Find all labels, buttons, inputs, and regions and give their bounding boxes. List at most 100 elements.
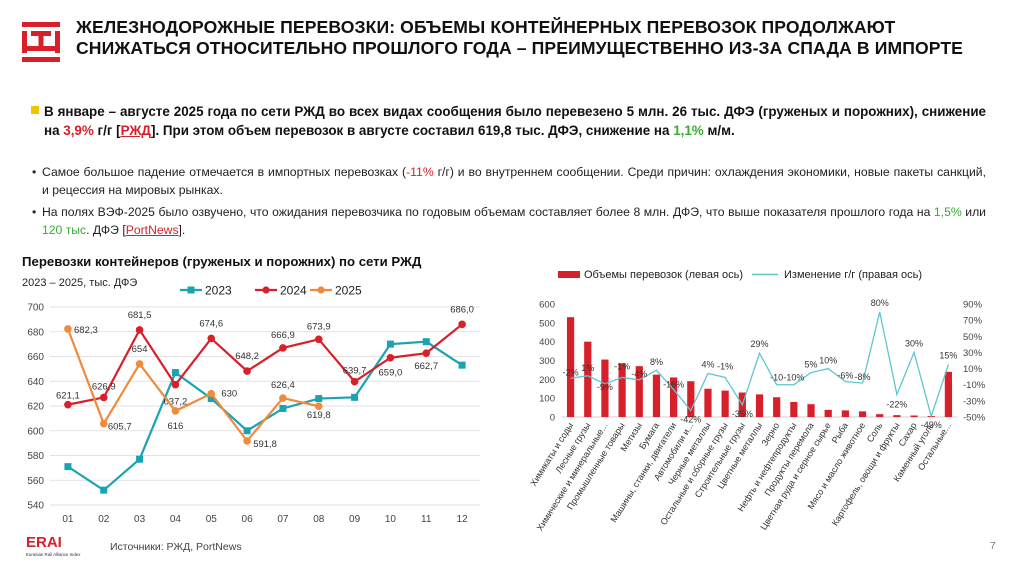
data-point bbox=[279, 344, 287, 352]
data-label: 654 bbox=[132, 344, 148, 355]
change-label: -8% bbox=[855, 372, 871, 382]
yoy-change-line bbox=[570, 311, 950, 419]
portnews-source-link[interactable]: PortNews bbox=[125, 222, 179, 237]
bullet2-text-1: На полях ВЭФ-2025 было озвучено, что ожи… bbox=[42, 205, 934, 219]
x-tick-label: 03 bbox=[134, 514, 146, 525]
y-tick-label: 700 bbox=[27, 303, 44, 314]
change-label: 4% bbox=[701, 359, 714, 369]
legend-label: 2025 bbox=[335, 284, 362, 298]
y-tick-label: 580 bbox=[27, 451, 44, 462]
yellow-bullet-icon bbox=[31, 106, 39, 114]
bar bbox=[601, 359, 609, 417]
data-label: 648,2 bbox=[235, 351, 259, 362]
bar bbox=[773, 397, 781, 417]
data-point bbox=[99, 393, 108, 402]
legend-label: Объемы перевозок (левая ось) bbox=[584, 269, 743, 281]
y-tick-label: 600 bbox=[539, 300, 555, 311]
data-point bbox=[207, 395, 215, 403]
x-tick-label: 12 bbox=[457, 514, 469, 525]
bullet-import-decline: • Самое большое падение отмечается в имп… bbox=[32, 164, 986, 199]
y2-tick-label: 30% bbox=[963, 348, 983, 359]
legend-marker bbox=[262, 286, 270, 294]
data-point bbox=[386, 353, 395, 362]
data-point bbox=[458, 361, 466, 369]
bar bbox=[807, 404, 815, 417]
y-tick-label: 640 bbox=[27, 377, 44, 388]
bullet-dot-icon: • bbox=[32, 205, 37, 219]
x-tick-label: 05 bbox=[206, 514, 218, 525]
change-label: 8% bbox=[650, 357, 663, 367]
y-tick-label: 540 bbox=[27, 501, 44, 512]
bar bbox=[652, 374, 661, 417]
category-label: Химические и минеральные... bbox=[535, 421, 610, 533]
legend-label: 2023 bbox=[205, 284, 232, 298]
change-label: -1% bbox=[614, 361, 630, 371]
bar bbox=[910, 415, 918, 417]
data-point bbox=[64, 400, 72, 409]
change-label: 29% bbox=[750, 339, 768, 349]
change-label: -49% bbox=[921, 420, 942, 430]
data-label: 630 bbox=[221, 389, 237, 400]
bar bbox=[893, 415, 901, 417]
data-label: 673,9 bbox=[307, 321, 331, 332]
data-point bbox=[243, 437, 251, 445]
bullet2-text-4: ]. bbox=[178, 222, 186, 237]
data-point bbox=[243, 427, 251, 435]
sources-note: Источники: РЖД, PortNews bbox=[110, 541, 242, 553]
lead-text-2: г/г [ bbox=[93, 123, 121, 138]
bar bbox=[858, 411, 867, 417]
bullet1-text-2: г/г) и во внутреннем сообщении. Среди пр… bbox=[42, 165, 986, 197]
data-point bbox=[207, 389, 216, 398]
bullet1-highlight: -11% bbox=[406, 165, 434, 179]
page-title: ЖЕЛЕЗНОДОРОЖНЫЕ ПЕРЕВОЗКИ: ОБЪЕМЫ КОНТЕЙ… bbox=[76, 17, 964, 58]
y2-tick-label: 70% bbox=[963, 316, 983, 327]
change-label: -22% bbox=[886, 399, 907, 409]
data-point bbox=[314, 402, 323, 411]
legend-label: Изменение г/г (правая ось) bbox=[784, 269, 922, 281]
x-tick-label: 01 bbox=[62, 514, 74, 525]
change-label: -35% bbox=[732, 409, 753, 419]
y2-tick-label: 10% bbox=[963, 364, 983, 375]
y2-tick-label: -30% bbox=[963, 396, 986, 407]
railway-logo-icon bbox=[22, 22, 60, 62]
bullet1-text-1: Самое большое падение отмечается в импор… bbox=[42, 165, 407, 179]
data-point bbox=[100, 486, 108, 494]
y-tick-label: 500 bbox=[539, 318, 555, 329]
bullet-dot-icon: • bbox=[32, 165, 37, 179]
data-point bbox=[243, 367, 251, 375]
data-point bbox=[279, 404, 287, 412]
rzd-source-link[interactable]: РЖД bbox=[120, 123, 151, 138]
data-point bbox=[136, 455, 144, 463]
line-chart-title: Перевозки контейнеров (груженых и порожн… bbox=[22, 254, 422, 269]
bullet2-highlight-2: 120 тыс bbox=[42, 222, 87, 237]
change-label: -2% bbox=[563, 367, 579, 377]
y-tick-label: 300 bbox=[539, 356, 555, 367]
lead-highlight-1: 3,9% bbox=[63, 123, 94, 138]
x-tick-label: 08 bbox=[313, 514, 325, 525]
legend-bar-swatch bbox=[558, 271, 580, 278]
change-label: 1% bbox=[581, 363, 594, 373]
lead-paragraph: В январе – августе 2025 года по сети РЖД… bbox=[31, 102, 986, 140]
x-tick-label: 10 bbox=[385, 514, 397, 525]
y-tick-label: 0 bbox=[550, 413, 555, 424]
data-point bbox=[315, 395, 323, 403]
y-tick-label: 100 bbox=[539, 394, 555, 405]
x-tick-label: 06 bbox=[242, 514, 254, 525]
data-point bbox=[135, 360, 144, 368]
lead-text-4: м/м. bbox=[703, 123, 735, 138]
bar bbox=[618, 363, 626, 417]
data-point bbox=[207, 334, 216, 343]
data-label: 591,8 bbox=[253, 439, 277, 450]
change-label: -10% bbox=[783, 373, 804, 383]
data-label: 616 bbox=[167, 421, 183, 432]
lead-text-3: ]. При этом объем перевозок в августе со… bbox=[150, 123, 674, 138]
data-label: 626,4 bbox=[271, 380, 295, 391]
data-label: 621,1 bbox=[56, 391, 80, 402]
data-point bbox=[64, 325, 72, 333]
change-label: -16% bbox=[663, 380, 684, 390]
data-point bbox=[171, 380, 180, 389]
y2-tick-label: 50% bbox=[963, 332, 983, 343]
bar bbox=[841, 410, 849, 417]
x-tick-label: 11 bbox=[421, 514, 432, 525]
data-point bbox=[135, 326, 144, 334]
